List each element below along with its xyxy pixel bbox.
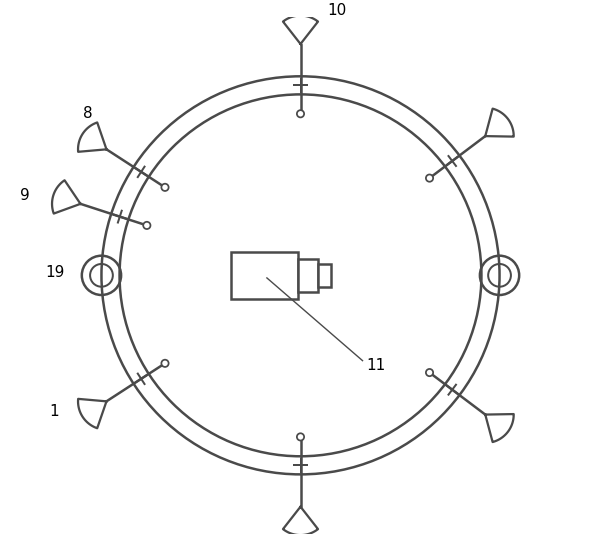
Text: 9: 9 [20,188,30,203]
Circle shape [426,174,433,182]
Polygon shape [485,109,514,137]
Bar [317,264,331,287]
Text: 1: 1 [49,404,59,419]
Polygon shape [485,414,514,442]
Circle shape [162,184,169,191]
Polygon shape [78,399,106,428]
Circle shape [297,110,304,117]
Text: 8: 8 [83,105,93,121]
Polygon shape [283,16,318,44]
Text: 19: 19 [45,265,65,280]
Circle shape [162,360,169,367]
Bar [298,259,317,292]
Text: 10: 10 [327,3,346,18]
Polygon shape [283,507,318,535]
Text: 11: 11 [366,358,385,373]
Bar [231,252,298,299]
Circle shape [297,433,304,441]
Polygon shape [78,123,106,152]
Circle shape [143,222,150,229]
Polygon shape [52,180,81,214]
Circle shape [426,369,433,376]
